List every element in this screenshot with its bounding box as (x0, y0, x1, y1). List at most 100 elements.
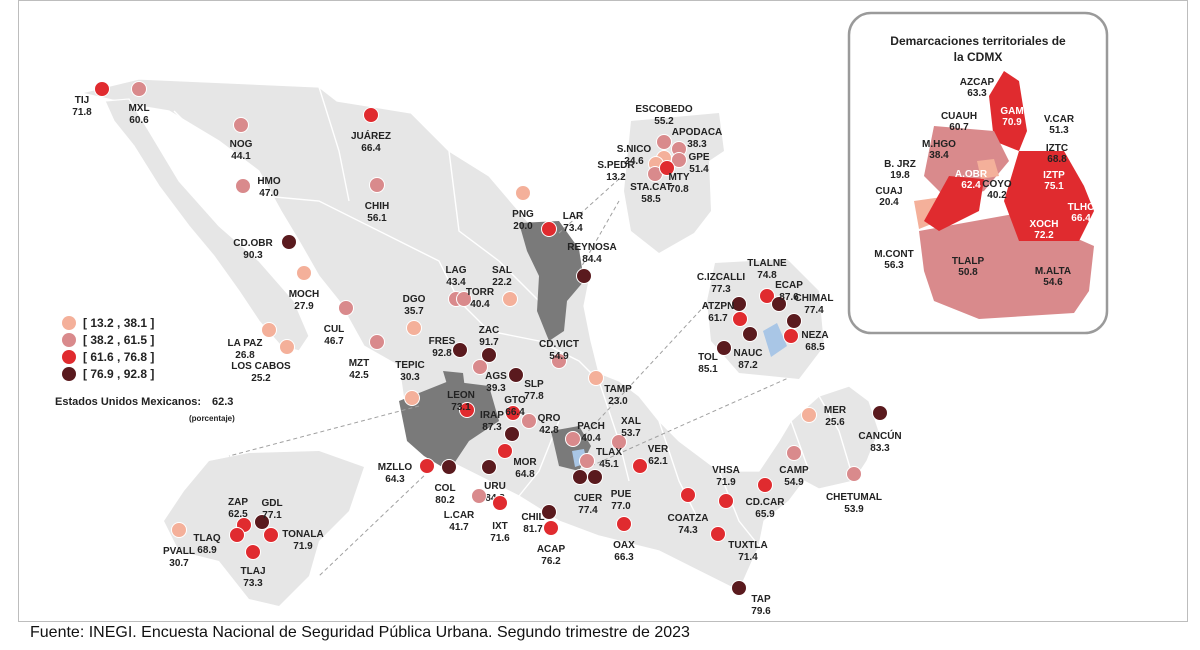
city-value: 30.3 (400, 372, 420, 383)
city-value: 60.6 (129, 115, 149, 126)
city-name: IRAP (480, 410, 504, 421)
city-value: 61.7 (708, 313, 728, 324)
inset-unit-name: AZCAP (960, 77, 995, 88)
inset-unit-value: 66.4 (1071, 213, 1091, 224)
city-marker (404, 390, 420, 406)
city-marker (233, 117, 249, 133)
city-marker (441, 459, 457, 475)
city-marker (783, 328, 799, 344)
city-name: CANCÚN (858, 429, 901, 442)
city-name: ESCOBEDO (635, 104, 692, 115)
city-marker (254, 514, 270, 530)
city-marker (587, 469, 603, 485)
city-name: COATZA (668, 513, 709, 524)
city-value: 77.3 (711, 284, 731, 295)
city-name: CUER (574, 493, 603, 504)
city-name: PNG (512, 209, 534, 220)
inset-unit-name: IZTP (1043, 170, 1065, 181)
cdmx-inset: Demarcaciones territoriales de la CDMX A… (847, 11, 1109, 335)
city-name: ZAP (228, 497, 248, 508)
city-name: CD.OBR (233, 238, 273, 249)
city-name: VER (648, 444, 669, 455)
city-name: LAG (445, 265, 466, 276)
city-name: TLAQ (193, 533, 220, 544)
city-name: NEZA (801, 330, 828, 341)
city-name: PVALL (163, 546, 195, 557)
inset-unit-name: CUAJ (875, 186, 902, 197)
city-marker (551, 353, 567, 369)
city-name: SAL (492, 265, 512, 276)
city-value: 51.4 (689, 164, 709, 175)
city-name: GPE (688, 152, 709, 163)
city-name: TLALNE (747, 258, 787, 269)
city-name: S.NICO (617, 144, 652, 155)
city-value: 40.4 (581, 433, 601, 444)
inset-unit-value: 20.4 (879, 197, 899, 208)
city-name: FRES (429, 336, 456, 347)
city-value: 27.9 (294, 301, 314, 312)
city-value: 84.4 (582, 254, 602, 265)
city-name: MZT (349, 358, 370, 369)
city-value: 55.2 (654, 116, 674, 127)
city-value: 44.1 (231, 151, 251, 162)
inset-unit-value: 54.6 (1043, 277, 1063, 288)
city-name: S.PEDR (597, 160, 635, 171)
city-value: 66.3 (614, 552, 634, 563)
legend-swatch-2 (62, 333, 76, 347)
inset-unit-value: 40.2 (987, 190, 1007, 201)
inset-unit-value: 63.3 (967, 88, 987, 99)
city-marker (296, 265, 312, 281)
inset-connectors (228, 160, 805, 577)
city-value: 73.3 (243, 578, 263, 589)
city-name: TIJ (75, 95, 89, 106)
city-name: STA.CAT (630, 182, 672, 193)
city-value: 26.8 (235, 350, 255, 361)
city-marker (459, 402, 475, 418)
city-marker (771, 296, 787, 312)
city-marker (579, 453, 595, 469)
city-marker (742, 326, 758, 342)
city-name: MXL (128, 103, 149, 114)
city-name: CHIMAL (795, 293, 834, 304)
city-marker (481, 347, 497, 363)
city-marker (505, 405, 521, 421)
national-value: 62.3 (212, 396, 233, 408)
city-value: 71.9 (716, 477, 736, 488)
city-value: 91.7 (479, 337, 499, 348)
sinaloa-gray (443, 371, 465, 391)
inset-unit-name: GAM (1000, 106, 1023, 117)
city-marker (731, 580, 747, 596)
city-value: 64.8 (515, 469, 535, 480)
city-name: NAUC (734, 348, 763, 359)
city-name: HMO (257, 176, 281, 187)
jalisco-state (399, 381, 499, 471)
city-marker (611, 434, 627, 450)
city-name: VHSA (712, 465, 740, 476)
city-name: TAP (751, 594, 771, 605)
city-value: 43.4 (446, 277, 466, 288)
city-marker (131, 81, 147, 97)
